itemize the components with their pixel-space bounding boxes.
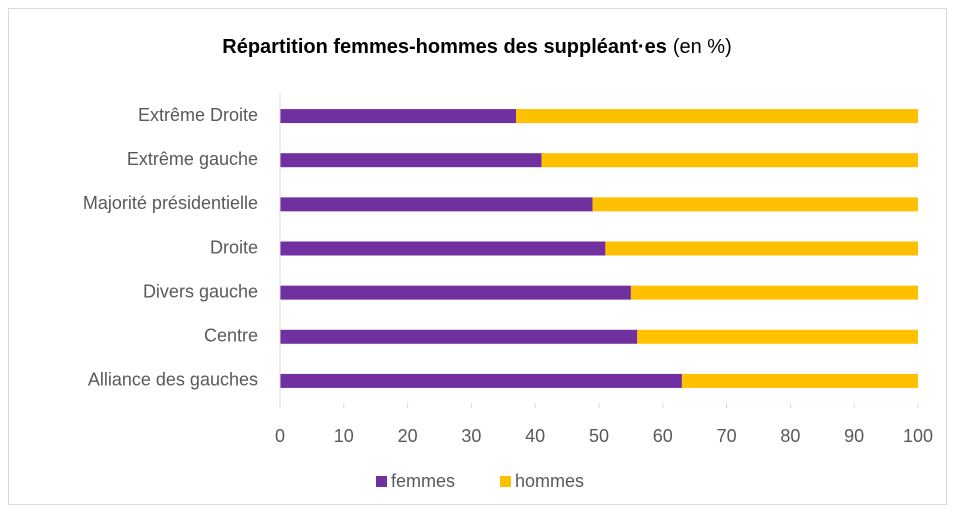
y-tick-label: Droite xyxy=(210,237,258,257)
x-tick-label: 40 xyxy=(525,426,545,446)
bar-segment xyxy=(637,329,918,344)
y-tick-label: Alliance des gauches xyxy=(88,370,258,390)
bar-segment xyxy=(280,329,638,344)
x-tick-label: 30 xyxy=(461,426,481,446)
title-main: Répartition femmes-hommes des suppléant·… xyxy=(222,36,667,58)
chart-frame xyxy=(8,8,947,505)
legend-swatch xyxy=(376,476,387,487)
y-tick-label: Extrême gauche xyxy=(127,149,258,169)
bar-segment xyxy=(541,153,918,168)
bar-segment xyxy=(280,109,517,124)
legend-label: femmes xyxy=(391,471,455,491)
x-tick-label: 60 xyxy=(653,426,673,446)
legend-swatch xyxy=(500,476,511,487)
bar-segment xyxy=(605,241,918,256)
bar-segment xyxy=(516,109,918,124)
x-tick-label: 10 xyxy=(334,426,354,446)
x-tick-label: 20 xyxy=(398,426,418,446)
x-tick-label: 70 xyxy=(717,426,737,446)
x-tick-label: 0 xyxy=(275,426,285,446)
y-tick-label: Majorité présidentielle xyxy=(83,193,258,213)
y-tick-label: Extrême Droite xyxy=(138,105,258,125)
y-tick-label: Divers gauche xyxy=(143,281,258,301)
x-tick-label: 100 xyxy=(903,426,933,446)
x-tick-label: 80 xyxy=(780,426,800,446)
bar-segment xyxy=(681,373,918,388)
bar-segment xyxy=(280,241,606,256)
bar-segment xyxy=(592,197,918,212)
bar-segment xyxy=(280,197,593,212)
y-tick-label: Centre xyxy=(204,326,258,346)
legend-label: hommes xyxy=(515,471,584,491)
title-unit: (en %) xyxy=(673,36,732,58)
x-tick-label: 50 xyxy=(589,426,609,446)
x-tick-label: 90 xyxy=(844,426,864,446)
chart-title: Répartition femmes-hommes des suppléant·… xyxy=(222,36,731,58)
bar-segment xyxy=(280,285,631,300)
bar-segment xyxy=(280,373,682,388)
bar-segment xyxy=(280,153,542,168)
bar-segment xyxy=(630,285,918,300)
